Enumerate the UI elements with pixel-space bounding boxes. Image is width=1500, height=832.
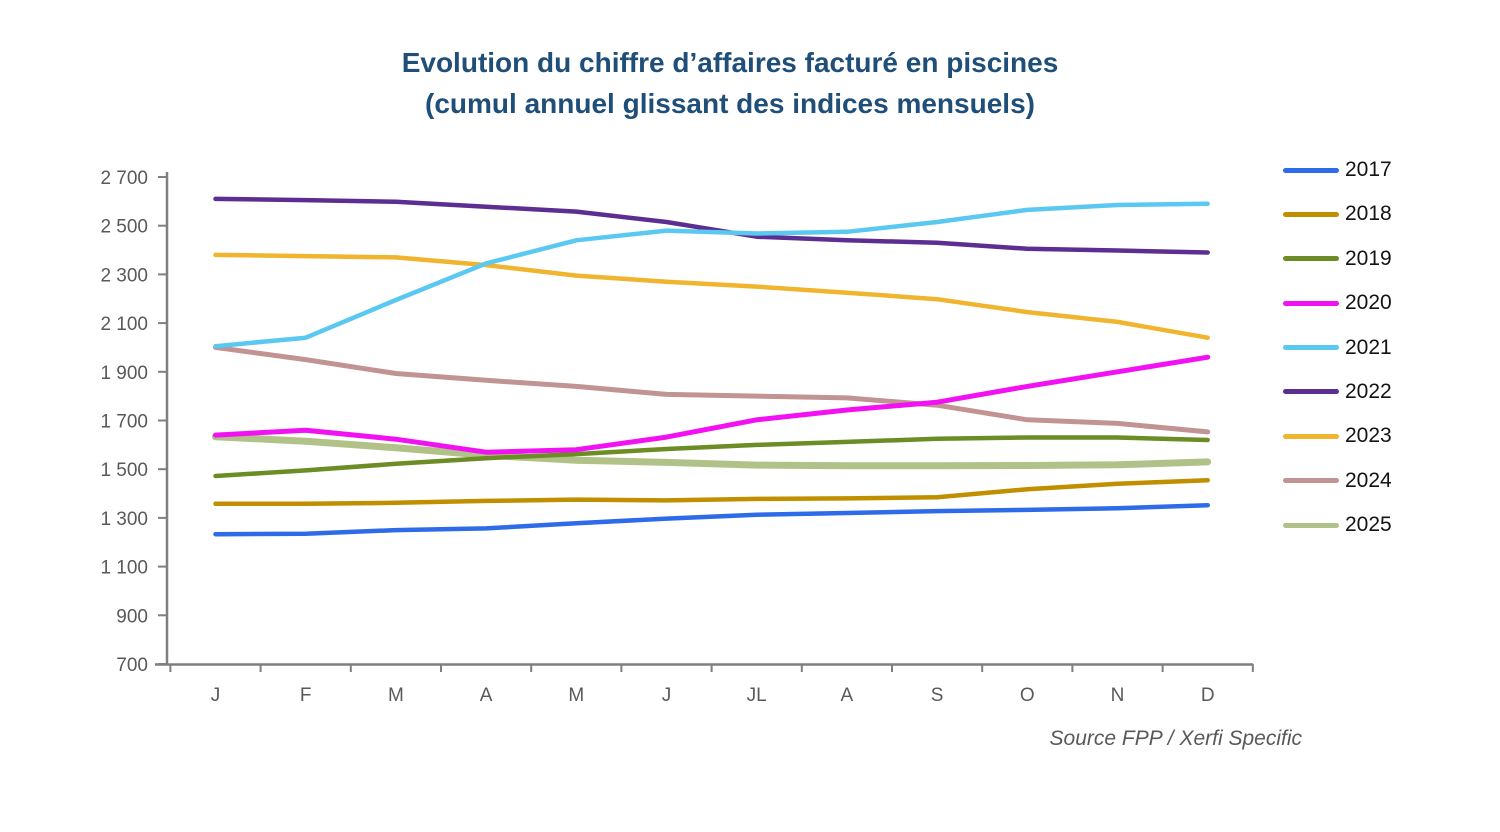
- legend-swatch-2017: [1283, 167, 1339, 173]
- x-axis-label: O: [1020, 685, 1035, 706]
- chart-legend: 2017 2018 2019 2020 2021 2022 2023 2024 2025: [1283, 158, 1392, 537]
- legend-item-2019: 2019: [1283, 247, 1392, 271]
- y-axis-label: 1 700: [100, 412, 148, 433]
- legend-label-2020: 2020: [1345, 291, 1392, 315]
- legend-item-2023: 2023: [1283, 424, 1392, 448]
- x-axis-label: S: [931, 685, 944, 706]
- source-note: Source FPP / Xerfi Specific: [1049, 727, 1302, 750]
- legend-item-2021: 2021: [1283, 336, 1392, 360]
- chart-title: Evolution du chiffre d’affaires facturé …: [0, 42, 1460, 124]
- y-axis-label: 900: [116, 606, 148, 627]
- series-line-2017: [213, 502, 1210, 537]
- series-line-2021: [213, 201, 1210, 349]
- legend-item-2025: 2025: [1283, 513, 1392, 537]
- series-line-2022: [213, 196, 1210, 255]
- y-axis-label: 1 900: [100, 363, 148, 384]
- legend-label-2017: 2017: [1345, 158, 1392, 181]
- x-axis-label: N: [1111, 685, 1125, 706]
- y-axis-label: 2 100: [100, 314, 148, 335]
- legend-item-2022: 2022: [1283, 380, 1392, 404]
- y-axis-label: 1 100: [100, 558, 148, 579]
- legend-swatch-2020: [1283, 300, 1339, 306]
- x-axis-label: M: [388, 685, 404, 706]
- legend-swatch-2024: [1283, 478, 1339, 484]
- x-axis-label: J: [662, 685, 672, 706]
- y-axis-label: 700: [116, 655, 148, 676]
- series-line-2024: [213, 344, 1211, 435]
- series-line-2019: [213, 435, 1210, 479]
- legend-label-2025: 2025: [1345, 513, 1392, 537]
- x-axis-label: D: [1201, 685, 1215, 706]
- x-axis-label: A: [480, 685, 493, 706]
- series-line-2025: [212, 433, 1212, 470]
- legend-item-2018: 2018: [1283, 202, 1392, 226]
- legend-label-2022: 2022: [1345, 379, 1392, 403]
- legend-swatch-2023: [1283, 433, 1339, 439]
- chart-title-line2: (cumul annuel glissant des indices mensu…: [425, 88, 1035, 119]
- y-axis-label: 1 500: [100, 460, 148, 481]
- y-axis-label: 2 700: [100, 168, 148, 189]
- legend-label-2023: 2023: [1345, 424, 1392, 448]
- series-line-2020: [213, 354, 1211, 455]
- legend-label-2018: 2018: [1345, 202, 1392, 226]
- legend-label-2021: 2021: [1345, 335, 1392, 359]
- legend-swatch-2022: [1283, 389, 1339, 395]
- legend-swatch-2018: [1283, 211, 1339, 217]
- x-axis-label: F: [300, 685, 312, 706]
- legend-item-2017: 2017: [1283, 158, 1392, 182]
- legend-swatch-2021: [1283, 345, 1339, 351]
- x-axis-label: A: [841, 685, 854, 706]
- legend-swatch-2019: [1283, 256, 1339, 262]
- x-axis-label: JL: [747, 685, 767, 706]
- legend-item-2024: 2024: [1283, 469, 1392, 493]
- legend-label-2024: 2024: [1345, 468, 1392, 492]
- series-line-2023: [213, 252, 1210, 340]
- legend-label-2019: 2019: [1345, 246, 1392, 270]
- y-axis-label: 2 500: [100, 217, 148, 238]
- x-axis-label: M: [568, 685, 584, 706]
- y-axis-label: 1 300: [100, 509, 148, 530]
- y-axis-label: 2 300: [100, 265, 148, 286]
- legend-swatch-2025: [1283, 522, 1339, 528]
- x-axis-label: J: [211, 685, 221, 706]
- legend-item-2020: 2020: [1283, 291, 1392, 315]
- series-line-2018: [213, 477, 1210, 507]
- chart-title-line1: Evolution du chiffre d’affaires facturé …: [401, 47, 1059, 78]
